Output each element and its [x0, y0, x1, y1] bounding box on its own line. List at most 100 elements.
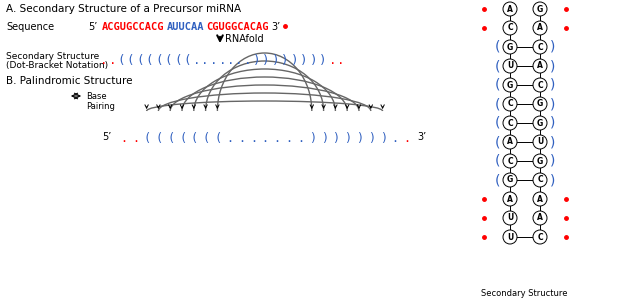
Text: C: C [537, 43, 543, 51]
Text: C: C [507, 157, 513, 165]
Circle shape [533, 2, 547, 16]
Text: Secondary Structure: Secondary Structure [481, 289, 567, 298]
Text: ): ) [356, 132, 363, 145]
Text: ): ) [309, 132, 316, 145]
Text: ): ) [550, 135, 556, 149]
Text: .: . [227, 54, 234, 67]
Text: (: ( [494, 40, 500, 54]
Text: ): ) [550, 59, 556, 73]
Text: U: U [537, 137, 543, 147]
Text: (: ( [203, 132, 210, 145]
Text: G: G [507, 81, 513, 89]
Text: ): ) [344, 132, 351, 145]
Text: .: . [193, 54, 200, 67]
Text: 3’: 3’ [417, 132, 426, 142]
Circle shape [503, 40, 517, 54]
Text: (: ( [214, 132, 221, 145]
Text: (: ( [179, 132, 186, 145]
Text: .: . [250, 132, 257, 145]
Text: A: A [537, 61, 543, 71]
Text: (: ( [145, 54, 153, 67]
Text: (: ( [494, 154, 500, 168]
Text: ): ) [550, 78, 556, 92]
Text: ): ) [281, 54, 289, 67]
Circle shape [533, 135, 547, 149]
Text: .: . [244, 54, 252, 67]
Text: U: U [507, 213, 513, 223]
Text: .: . [226, 132, 234, 145]
Text: A: A [537, 23, 543, 33]
Text: ACGUGCCACG: ACGUGCCACG [102, 22, 164, 32]
Text: G: G [507, 43, 513, 51]
Text: C: C [537, 81, 543, 89]
Text: C: C [507, 119, 513, 127]
Text: .: . [337, 54, 344, 67]
Text: ): ) [310, 54, 317, 67]
Text: ): ) [550, 154, 556, 168]
Text: .: . [273, 132, 280, 145]
Text: A: A [537, 195, 543, 203]
Circle shape [503, 135, 517, 149]
Text: A: A [507, 137, 513, 147]
Text: ): ) [253, 54, 260, 67]
Text: ): ) [262, 54, 269, 67]
Text: .: . [392, 132, 399, 145]
Circle shape [503, 78, 517, 92]
Text: (: ( [494, 116, 500, 130]
Text: A: A [507, 195, 513, 203]
Text: (: ( [167, 132, 174, 145]
Text: (: ( [143, 132, 151, 145]
Text: (: ( [191, 132, 198, 145]
Circle shape [533, 78, 547, 92]
Text: G: G [537, 99, 543, 109]
Text: (: ( [127, 54, 134, 67]
Circle shape [503, 21, 517, 35]
Circle shape [533, 173, 547, 187]
Text: Sequence: Sequence [6, 22, 54, 32]
Text: .: . [285, 132, 292, 145]
Text: (: ( [494, 78, 500, 92]
Text: G: G [507, 175, 513, 185]
Circle shape [533, 116, 547, 130]
Text: ): ) [319, 54, 326, 67]
Text: ): ) [550, 40, 556, 54]
Text: A: A [507, 5, 513, 13]
Circle shape [533, 40, 547, 54]
Text: G: G [537, 5, 543, 13]
Text: .: . [100, 54, 108, 67]
Text: (: ( [174, 54, 182, 67]
Text: ): ) [550, 173, 556, 187]
Text: 5': 5' [506, 0, 514, 2]
Text: RNAfold: RNAfold [225, 34, 264, 44]
Circle shape [533, 59, 547, 73]
Text: (: ( [155, 54, 163, 67]
Text: U: U [507, 233, 513, 241]
Text: (: ( [117, 54, 125, 67]
Text: ): ) [368, 132, 375, 145]
Text: .: . [262, 132, 269, 145]
Circle shape [503, 192, 517, 206]
Text: .: . [236, 54, 243, 67]
Text: A. Secondary Structure of a Precursor miRNA: A. Secondary Structure of a Precursor mi… [6, 4, 241, 14]
Text: C: C [507, 23, 513, 33]
Text: (Dot-Bracket Notation): (Dot-Bracket Notation) [6, 61, 108, 70]
Text: .: . [238, 132, 245, 145]
Text: 5’: 5’ [102, 132, 111, 142]
Circle shape [503, 211, 517, 225]
Text: ): ) [380, 132, 387, 145]
Text: .: . [328, 54, 336, 67]
Text: ): ) [550, 116, 556, 130]
Circle shape [533, 154, 547, 168]
Text: (: ( [494, 59, 500, 73]
Text: .: . [132, 132, 139, 145]
Text: .: . [109, 54, 116, 67]
Text: B. Palindromic Structure: B. Palindromic Structure [6, 76, 132, 86]
Text: ): ) [291, 54, 298, 67]
Text: .: . [210, 54, 218, 67]
Text: (: ( [494, 135, 500, 149]
Text: AUUCAA: AUUCAA [167, 22, 205, 32]
Circle shape [503, 154, 517, 168]
Circle shape [533, 211, 547, 225]
Text: .: . [218, 54, 226, 67]
Text: ): ) [300, 54, 307, 67]
